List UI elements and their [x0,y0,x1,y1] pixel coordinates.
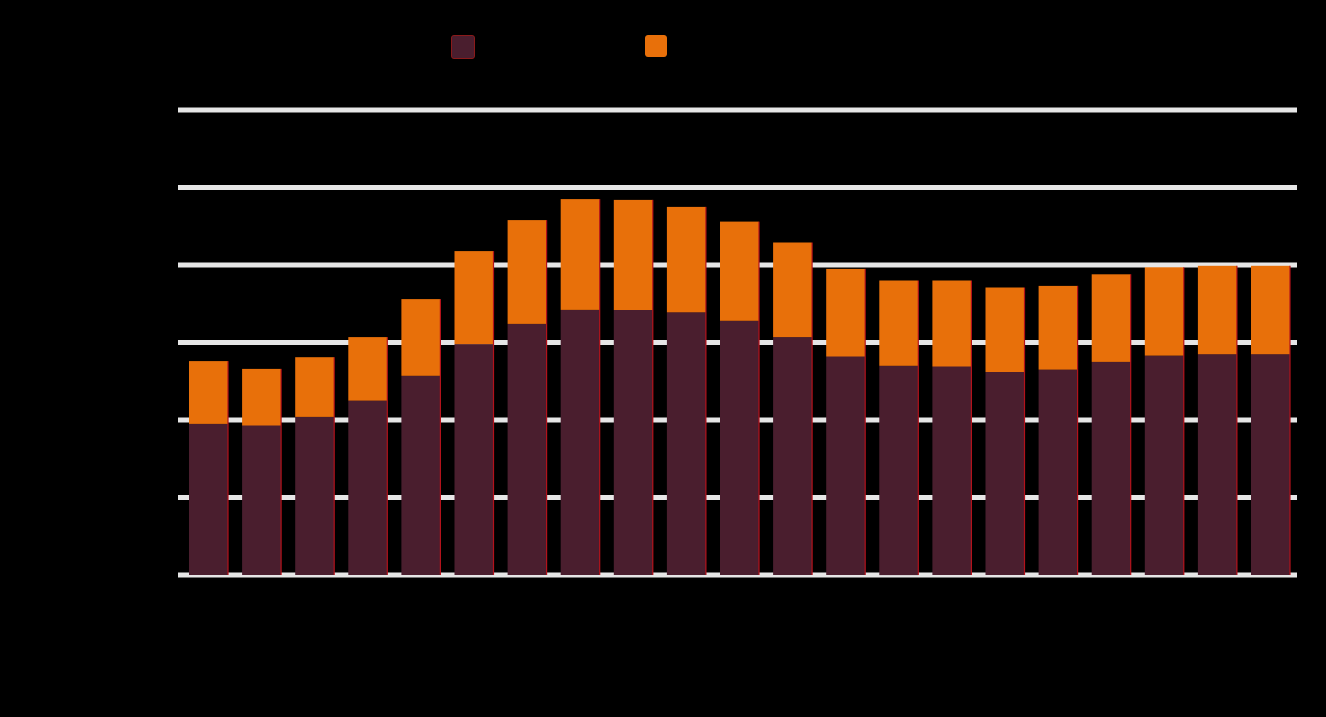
bar-segment-series-1-category-8 [560,310,600,575]
bar-segment-series-2-category-10 [666,206,706,313]
bar-segment-series-2-category-7 [507,220,547,324]
bar-segment-series-1-category-9 [613,310,653,575]
bar-segment-series-2-category-21 [1251,265,1290,355]
legend-swatch-series-2 [645,35,667,57]
bar-segment-series-1-category-11 [720,320,759,575]
bar-segment-series-2-category-4 [348,337,388,401]
bar-segment-series-2-category-16 [985,287,1025,372]
bar-segment-series-2-category-12 [773,242,813,338]
bar-segment-series-1-category-18 [1091,361,1131,575]
bar-segment-series-1-category-21 [1251,354,1290,575]
bar-segment-series-2-category-1 [189,361,228,424]
bar-segment-series-1-category-14 [879,365,919,576]
legend-swatch-series-1 [451,35,475,59]
bar-segment-series-1-category-4 [348,400,388,575]
bar-segment-series-1-category-5 [401,375,441,575]
bar-segment-series-1-category-6 [454,344,494,575]
bar-segment-series-2-category-2 [242,368,282,426]
bar-segment-series-1-category-15 [932,366,972,575]
bar-segment-series-2-category-8 [560,199,600,310]
bar-segment-series-1-category-16 [985,371,1025,575]
bar-segment-series-2-category-20 [1197,265,1237,355]
bars-layer [189,199,1291,576]
bar-segment-series-2-category-18 [1091,274,1131,362]
bar-segment-series-1-category-3 [295,416,335,575]
bar-segment-series-2-category-17 [1038,285,1078,370]
bar-segment-series-2-category-19 [1144,267,1184,356]
bar-segment-series-1-category-20 [1197,354,1237,575]
bar-segment-series-1-category-19 [1144,355,1184,575]
bar-segment-series-1-category-13 [826,356,866,575]
bar-segment-series-2-category-5 [401,299,441,376]
bar-segment-series-2-category-15 [932,280,972,367]
bar-segment-series-1-category-1 [189,423,228,575]
bar-segment-series-2-category-3 [295,357,335,417]
bar-segment-series-1-category-2 [242,425,282,575]
bar-segment-series-2-category-9 [613,199,653,310]
bar-segment-series-2-category-11 [720,221,759,321]
bar-segment-series-1-category-10 [666,312,706,575]
bar-segment-series-1-category-7 [507,323,547,575]
bar-segment-series-2-category-13 [826,268,866,357]
bar-segment-series-1-category-17 [1038,369,1078,575]
bar-segment-series-2-category-14 [879,280,919,366]
bar-segment-series-1-category-12 [773,337,813,575]
bar-segment-series-2-category-6 [454,251,494,345]
